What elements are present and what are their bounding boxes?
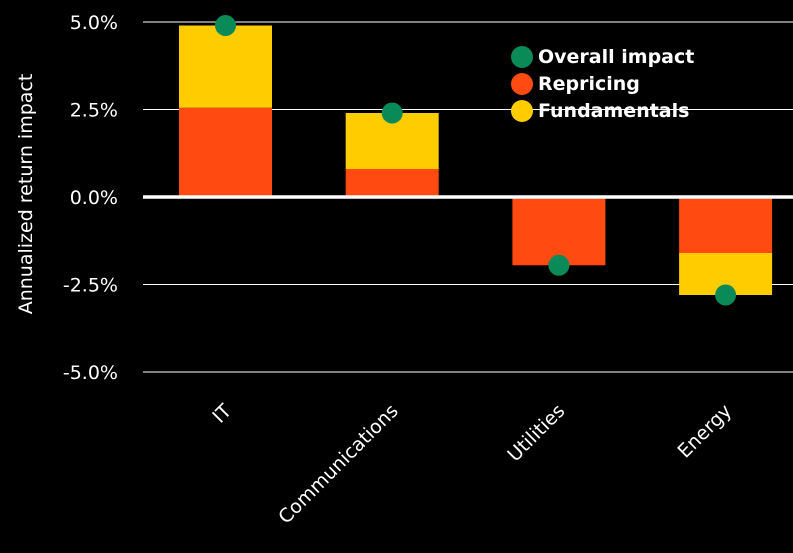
bar-repricing-it bbox=[179, 107, 272, 197]
legend-marker-overall-impact bbox=[511, 46, 533, 68]
bar-repricing-communications bbox=[345, 169, 439, 197]
y-tick-label: 5.0% bbox=[70, 12, 118, 34]
legend-label-repricing: Repricing bbox=[538, 73, 640, 95]
bar-repricing-utilities bbox=[512, 197, 606, 266]
dot-overall-impact-energy bbox=[715, 284, 737, 306]
dot-overall-impact-utilities bbox=[548, 254, 570, 276]
x-tick-label-utilities: Utilities bbox=[503, 400, 569, 466]
x-tick-label-energy: Energy bbox=[674, 400, 737, 463]
x-tick-label-communications: Communications bbox=[274, 400, 402, 528]
x-tick-label-it: IT bbox=[208, 400, 236, 428]
y-tick-label: -2.5% bbox=[63, 275, 118, 297]
bars bbox=[179, 25, 773, 295]
dot-overall-impact-communications bbox=[381, 102, 403, 124]
legend-label-overall-impact: Overall impact bbox=[538, 46, 694, 68]
legend-marker-fundamentals bbox=[511, 100, 533, 122]
dot-overall-impact-it bbox=[215, 15, 236, 36]
overall-impact-dots bbox=[215, 15, 737, 306]
y-axis-ticks: 5.0% 2.5% 0.0% -2.5% -5.0% bbox=[63, 12, 118, 384]
bar-fundamentals-it bbox=[179, 25, 272, 108]
y-axis-label: Annualized return impact bbox=[15, 74, 37, 315]
x-axis-ticks: IT Communications Utilities Energy bbox=[208, 400, 736, 529]
y-tick-label: 0.0% bbox=[70, 187, 118, 209]
legend-marker-repricing bbox=[511, 73, 533, 95]
legend: Overall impact Repricing Fundamentals bbox=[511, 46, 694, 122]
bar-repricing-energy bbox=[679, 197, 773, 253]
legend-label-fundamentals: Fundamentals bbox=[538, 100, 689, 122]
y-tick-label: -5.0% bbox=[63, 362, 118, 384]
y-tick-label: 2.5% bbox=[70, 100, 118, 122]
